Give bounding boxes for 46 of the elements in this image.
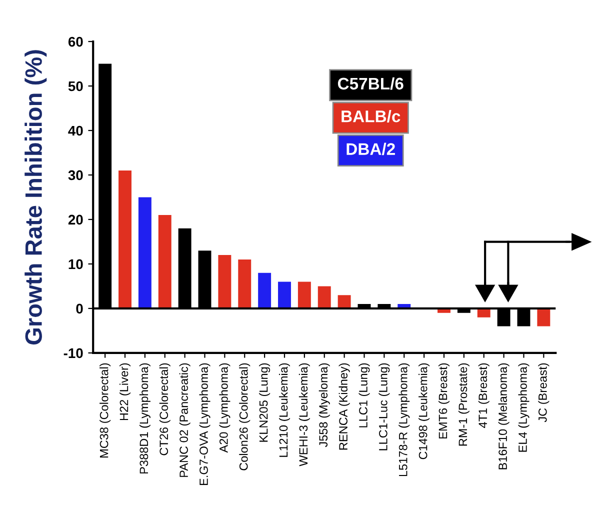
x-tick-label: PANC 02 (Pancreatic) [179,363,190,477]
x-tick-label: RM-1 (Prostate) [458,363,470,446]
x-tick-label: H22 (Liver) [120,363,130,420]
x-tick-label: 4T1 (Breast) [478,363,490,428]
y-tick-label: 10 [68,259,83,270]
x-tick-label: KLN205 (Lung) [259,363,270,442]
y-tick-label: 30 [68,170,83,180]
x-tick-label: EL4 (Lymphoma) [518,363,530,452]
y-tick-label: 50 [68,81,83,92]
y-tick-label: -10 [64,348,83,358]
x-tick-label: WEHI-3 (Leukemia) [298,363,310,466]
bar [118,170,132,308]
text: C57BL/6 [338,77,404,90]
x-tick-label: P388D1 (Lymphoma) [139,363,150,474]
bar [138,197,152,308]
x-tick-label: E.G7-OVA (Lymphoma) [199,363,210,486]
x-tick-label: A20 (Lymphoma) [219,363,230,453]
bar [258,272,272,308]
y-tick-label: 40 [68,126,83,136]
bar [537,308,550,326]
text: BALB/c [342,110,400,122]
bar [338,295,351,308]
bar [298,282,311,308]
x-tick-label: MC38 (Colorectal) [100,363,111,458]
x-tick-label: J558 (Myeloma) [318,363,330,448]
x-tick-label: C1498 (Leukemia) [418,363,430,460]
y-axis-title: Growth Rate Inhibition (%) [24,50,47,344]
x-tick-label: LLC1-Luc (Lung) [378,363,390,450]
x-tick-label: Colon26 (Colorectal) [239,363,250,470]
bar [218,255,232,308]
x-tick-label: CT26 (Colorectal) [159,363,170,456]
text: DBA/2 [346,142,395,156]
x-tick-label: EMT6 (Breast) [438,363,450,438]
x-tick-label: L5178-R (Lymphoma) [398,363,410,476]
x-tick-label: JC (Breast) [538,363,550,422]
y-tick-label: 0 [76,304,83,314]
y-tick-label: 20 [68,214,83,225]
x-tick-label: RENCA (Kidney) [338,363,350,450]
y-tick-label: 60 [68,36,83,47]
bar [238,260,252,308]
bar [158,215,172,308]
x-tick-label: LLC1 (Lung) [358,363,370,428]
bar [278,282,291,308]
x-tick-label: L1210 (Leukemia) [278,363,290,457]
bar [318,286,331,308]
x-tick-label: B16F10 (Melanoma) [498,363,510,470]
